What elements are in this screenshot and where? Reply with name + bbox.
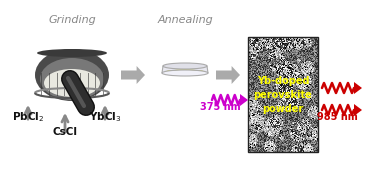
Ellipse shape xyxy=(40,58,104,100)
Polygon shape xyxy=(216,66,240,84)
Text: 375 nm: 375 nm xyxy=(200,102,240,112)
Polygon shape xyxy=(162,66,208,73)
Ellipse shape xyxy=(35,49,109,101)
Ellipse shape xyxy=(163,63,207,69)
Text: PbCl$_2$: PbCl$_2$ xyxy=(12,110,44,124)
Ellipse shape xyxy=(44,69,100,97)
Text: Yb-doped
perovskite
powder: Yb-doped perovskite powder xyxy=(254,75,312,114)
Polygon shape xyxy=(240,94,248,106)
Ellipse shape xyxy=(165,70,205,74)
Text: CsCl: CsCl xyxy=(53,127,77,137)
Ellipse shape xyxy=(37,49,107,57)
Text: YbCl$_3$: YbCl$_3$ xyxy=(89,110,121,124)
Text: 985 nm: 985 nm xyxy=(317,112,357,122)
Text: Grinding: Grinding xyxy=(48,15,96,25)
Bar xyxy=(248,37,318,152)
Polygon shape xyxy=(121,66,145,84)
Polygon shape xyxy=(354,104,362,116)
Polygon shape xyxy=(354,82,362,94)
Text: Annealing: Annealing xyxy=(157,15,213,25)
Ellipse shape xyxy=(162,70,208,76)
